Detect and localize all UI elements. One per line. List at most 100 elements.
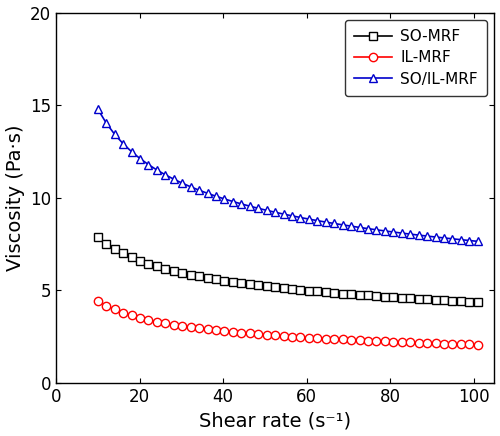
Y-axis label: Viscosity (Pa·s): Viscosity (Pa·s) (6, 125, 25, 271)
SO-MRF (204, 275, 210, 280)
SO/IL-MRF (382, 228, 388, 234)
IL-MRF (95, 298, 101, 303)
SO-MRF (474, 300, 480, 305)
IL-MRF (204, 327, 210, 332)
SO/IL-MRF (374, 227, 380, 232)
SO/IL-MRF (162, 172, 168, 177)
SO/IL-MRF (416, 232, 422, 238)
SO-MRF (188, 272, 194, 277)
IL-MRF (213, 327, 219, 333)
SO-MRF (323, 290, 329, 295)
SO/IL-MRF (280, 211, 286, 217)
IL-MRF (331, 337, 337, 342)
IL-MRF (458, 341, 464, 347)
SO-MRF (264, 284, 270, 289)
SO-MRF (154, 264, 160, 269)
SO-MRF (458, 299, 464, 304)
SO/IL-MRF (289, 213, 295, 218)
IL-MRF (365, 338, 371, 343)
SO-MRF (298, 287, 304, 293)
IL-MRF (272, 333, 278, 338)
SO-MRF (180, 270, 186, 276)
SO/IL-MRF (120, 141, 126, 146)
SO-MRF (390, 295, 396, 300)
IL-MRF (424, 341, 430, 346)
SO/IL-MRF (188, 184, 194, 190)
SO-MRF (356, 292, 362, 297)
SO/IL-MRF (128, 149, 134, 154)
SO/IL-MRF (298, 215, 304, 220)
SO/IL-MRF (365, 226, 371, 231)
SO-MRF (441, 298, 447, 303)
SO/IL-MRF (458, 237, 464, 242)
IL-MRF (171, 322, 177, 327)
IL-MRF (441, 341, 447, 346)
SO-MRF (374, 293, 380, 299)
SO-MRF (230, 279, 236, 284)
SO-MRF (95, 234, 101, 239)
IL-MRF (188, 324, 194, 330)
IL-MRF (314, 335, 320, 341)
SO-MRF (137, 258, 143, 263)
IL-MRF (104, 303, 110, 308)
X-axis label: Shear rate (s⁻¹): Shear rate (s⁻¹) (199, 412, 352, 430)
IL-MRF (306, 335, 312, 340)
SO/IL-MRF (137, 156, 143, 161)
SO/IL-MRF (180, 181, 186, 186)
SO-MRF (289, 286, 295, 292)
IL-MRF (390, 339, 396, 344)
IL-MRF (255, 331, 261, 337)
SO/IL-MRF (450, 236, 456, 242)
IL-MRF (264, 332, 270, 337)
IL-MRF (356, 337, 362, 343)
SO-MRF (162, 266, 168, 271)
SO/IL-MRF (348, 224, 354, 229)
SO/IL-MRF (204, 191, 210, 196)
SO/IL-MRF (95, 106, 101, 112)
SO/IL-MRF (112, 132, 117, 137)
IL-MRF (146, 317, 152, 322)
IL-MRF (162, 320, 168, 326)
SO/IL-MRF (340, 222, 345, 228)
IL-MRF (407, 340, 413, 345)
IL-MRF (230, 329, 236, 334)
IL-MRF (340, 337, 345, 342)
SO/IL-MRF (390, 229, 396, 235)
SO-MRF (272, 285, 278, 290)
SO-MRF (416, 296, 422, 301)
SO/IL-MRF (356, 225, 362, 230)
IL-MRF (298, 334, 304, 340)
SO/IL-MRF (171, 177, 177, 182)
SO/IL-MRF (264, 208, 270, 213)
Line: IL-MRF: IL-MRF (94, 296, 482, 349)
SO-MRF (432, 297, 438, 302)
SO-MRF (306, 288, 312, 293)
SO/IL-MRF (474, 239, 480, 244)
SO-MRF (112, 246, 117, 252)
SO/IL-MRF (146, 162, 152, 167)
SO-MRF (238, 280, 244, 286)
IL-MRF (154, 319, 160, 324)
IL-MRF (222, 328, 228, 334)
SO/IL-MRF (466, 238, 472, 243)
SO/IL-MRF (432, 235, 438, 240)
SO/IL-MRF (222, 196, 228, 201)
SO/IL-MRF (247, 204, 253, 209)
SO/IL-MRF (331, 221, 337, 226)
IL-MRF (399, 340, 405, 345)
IL-MRF (348, 337, 354, 342)
IL-MRF (120, 310, 126, 315)
SO/IL-MRF (230, 199, 236, 204)
SO/IL-MRF (323, 219, 329, 225)
SO-MRF (280, 286, 286, 291)
IL-MRF (432, 341, 438, 346)
SO-MRF (382, 294, 388, 299)
IL-MRF (238, 330, 244, 335)
SO-MRF (314, 289, 320, 294)
Line: SO-MRF: SO-MRF (94, 233, 482, 306)
SO/IL-MRF (154, 167, 160, 173)
SO-MRF (365, 293, 371, 298)
IL-MRF (280, 334, 286, 339)
SO-MRF (213, 276, 219, 282)
SO-MRF (348, 292, 354, 297)
